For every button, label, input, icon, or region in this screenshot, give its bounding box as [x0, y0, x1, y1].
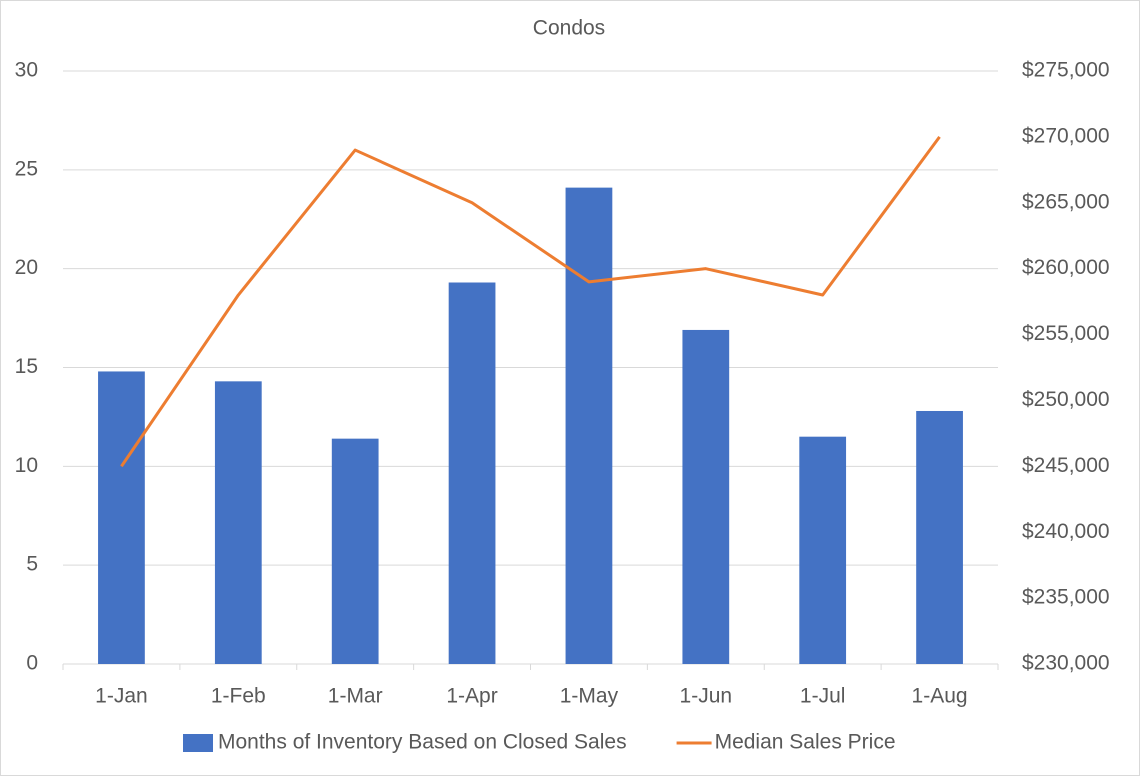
legend-label: Median Sales Price	[715, 731, 896, 754]
y2-tick-label: $255,000	[1022, 322, 1110, 345]
x-tick-label: 1-Apr	[446, 685, 497, 708]
y2-tick-label: $260,000	[1022, 256, 1110, 279]
bar	[799, 436, 847, 664]
y-tick-label: 20	[15, 256, 38, 279]
y-tick-label: 25	[15, 157, 38, 180]
bar	[331, 438, 379, 664]
bar	[214, 381, 262, 664]
y-tick-label: 30	[15, 59, 38, 82]
y2-tick-label: $275,000	[1022, 59, 1110, 82]
x-tick-label: 1-Mar	[328, 685, 383, 708]
y2-tick-label: $265,000	[1022, 190, 1110, 213]
bar	[448, 282, 496, 664]
y2-tick-label: $270,000	[1022, 124, 1110, 147]
x-tick-label: 1-Jan	[95, 685, 148, 708]
x-tick-label: 1-Feb	[211, 685, 266, 708]
y2-tick-label: $230,000	[1022, 652, 1110, 675]
y-tick-label: 15	[15, 355, 38, 378]
bar	[98, 371, 145, 664]
y-tick-label: 0	[26, 652, 38, 675]
y2-tick-label: $240,000	[1022, 520, 1110, 543]
legend-label: Months of Inventory Based on Closed Sale…	[218, 731, 627, 754]
line	[120, 135, 941, 468]
bar	[565, 187, 613, 664]
x-tick-label: 1-May	[560, 685, 619, 708]
y-tick-label: 5	[26, 553, 38, 576]
y2-tick-label: $250,000	[1022, 388, 1110, 411]
x-tick-label: 1-Jul	[800, 685, 846, 708]
chart-title: Condos	[533, 17, 605, 40]
x-tick-label: 1-Jun	[680, 685, 733, 708]
bar	[916, 410, 963, 664]
bar	[682, 329, 730, 664]
y2-tick-label: $245,000	[1022, 454, 1110, 477]
x-tick-label: 1-Aug	[912, 685, 968, 708]
legend-swatch	[183, 734, 213, 752]
y-tick-label: 10	[15, 454, 38, 477]
y2-tick-label: $235,000	[1022, 586, 1110, 609]
